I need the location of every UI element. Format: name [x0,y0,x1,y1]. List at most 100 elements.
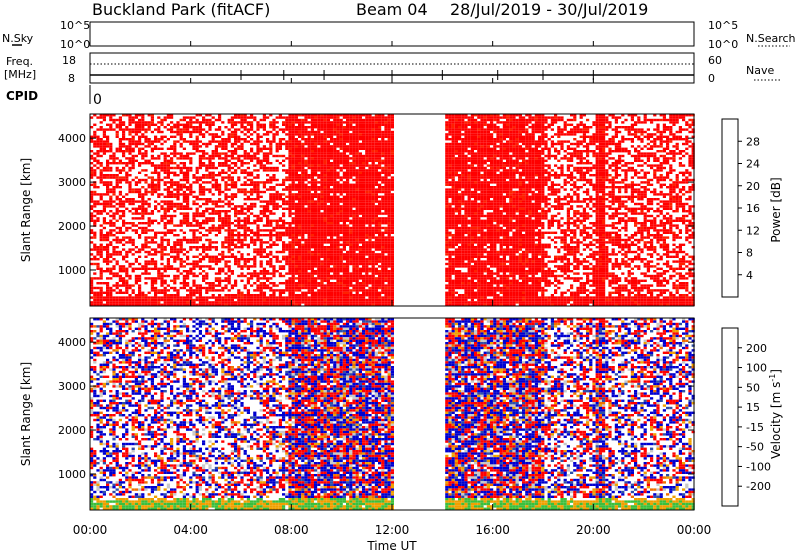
power-cell [368,275,371,277]
power-cell [106,160,109,162]
power-cell [346,239,349,241]
power-cell [378,140,381,142]
power-cell [308,133,311,135]
power-cell [365,128,368,130]
power-cell [240,145,243,147]
power-cell [119,140,122,142]
power-cell [224,256,227,258]
power-cell [109,198,112,200]
power-cell [192,116,195,118]
power-cell [288,280,291,282]
power-cell [365,272,368,274]
power-cell [336,208,339,210]
power-cell [199,296,202,298]
power-cell [340,131,343,133]
power-cell [333,148,336,150]
power-cell [135,210,138,212]
power-cell [288,277,291,279]
power-cell [96,220,99,222]
power-cell [112,265,115,267]
power-cell [375,220,378,222]
power-cell [138,196,141,198]
power-cell [138,236,141,238]
power-cell [304,268,307,270]
power-cell [260,301,263,303]
power-cell [269,234,272,236]
power-cell [106,205,109,207]
power-cell [160,220,163,222]
power-cell [343,148,346,150]
power-cell [269,239,272,241]
power-cell [132,131,135,133]
power-cell [333,196,336,198]
power-cell [93,169,96,171]
power-cell [336,186,339,188]
power-cell [372,155,375,157]
power-cell [343,133,346,135]
power-cell [154,220,157,222]
power-cell [336,126,339,128]
power-cell [157,301,160,303]
power-cell [151,131,154,133]
power-cell [160,143,163,145]
power-cell [208,296,211,298]
power-cell [148,272,151,274]
power-cell [231,167,234,169]
power-cell [250,157,253,159]
power-cell [154,188,157,190]
power-cell [304,215,307,217]
power-cell [100,150,103,152]
power-cell [202,121,205,123]
power-cell [218,172,221,174]
power-cell [122,136,125,138]
power-cell [132,143,135,145]
power-cell [279,128,282,130]
power-cell [173,301,176,303]
power-cell [202,157,205,159]
power-cell [240,131,243,133]
power-cell [228,229,231,231]
power-cell [132,268,135,270]
power-cell [327,131,330,133]
power-cell [378,205,381,207]
power-cell [224,203,227,205]
power-cell [215,246,218,248]
power-cell [199,212,202,214]
power-cell [276,150,279,152]
power-cell [154,241,157,243]
power-cell [266,260,269,262]
power-cell [311,121,314,123]
power-cell [352,251,355,253]
power-cell [196,119,199,121]
power-cell [311,179,314,181]
power-cell [301,193,304,195]
power-cell [320,292,323,294]
power-cell [103,184,106,186]
power-cell [292,174,295,176]
power-cell [285,176,288,178]
power-cell [164,160,167,162]
power-cell [208,248,211,250]
power-cell [317,284,320,286]
power-cell [336,277,339,279]
power-cell [148,251,151,253]
power-cell [221,143,224,145]
power-cell [365,181,368,183]
power-cell [311,162,314,164]
power-cell [269,150,272,152]
power-cell [138,292,141,294]
power-cell [308,200,311,202]
power-cell [96,246,99,248]
power-cell [340,224,343,226]
power-cell [135,212,138,214]
power-cell [135,224,138,226]
power-cell [192,203,195,205]
power-cell [109,128,112,130]
power-cell [224,215,227,217]
power-cell [336,196,339,198]
power-cell [205,143,208,145]
power-cell [359,241,362,243]
power-cell [160,131,163,133]
power-cell [269,152,272,154]
power-cell [343,234,346,236]
